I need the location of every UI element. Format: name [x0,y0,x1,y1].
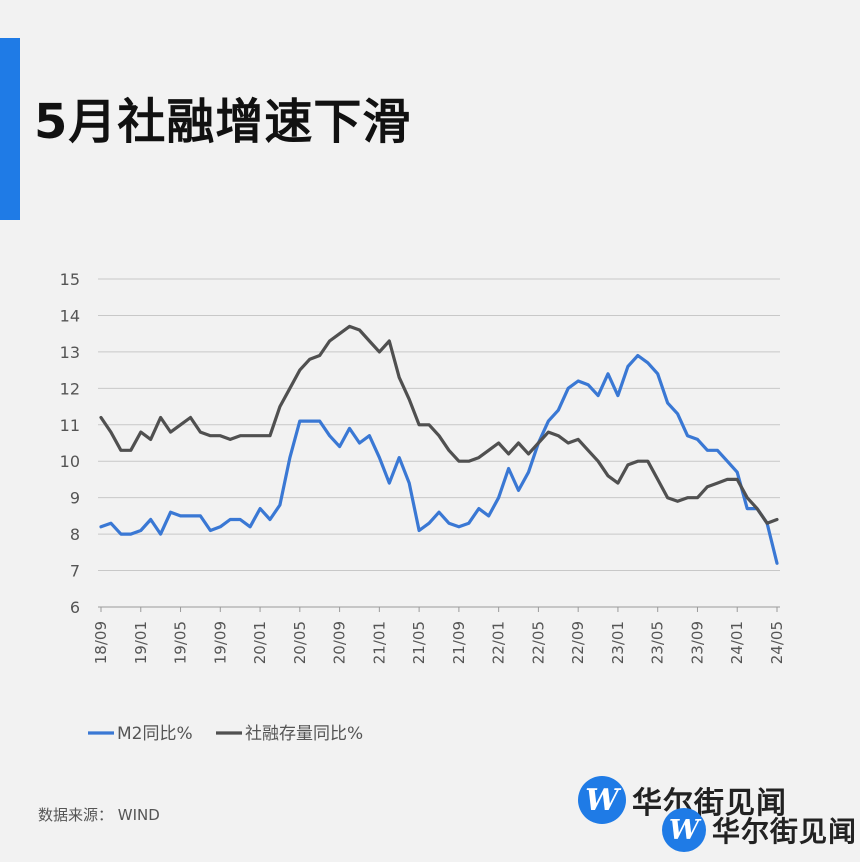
legend-label: 社融存量同比% [245,724,363,744]
y-tick-label: 13 [60,343,80,362]
y-tick-label: 12 [60,379,80,398]
series-line-tsf [99,324,779,525]
x-tick-label: 19/01 [132,621,150,664]
brand-logo-icon: W [578,776,626,824]
data-source-note: 数据来源： WIND [38,806,160,824]
x-tick-label: 20/05 [291,621,309,664]
legend-label: M2同比% [117,724,193,744]
x-tick-label: 22/01 [490,621,508,664]
x-tick-label: 21/05 [410,621,428,664]
x-tick-label: 19/05 [172,621,190,664]
x-tick-label: 22/09 [569,621,587,664]
x-tick-label: 20/09 [331,621,349,664]
x-tick-label: 21/09 [450,621,468,664]
y-tick-label: 6 [70,598,80,617]
series-lines [99,324,779,565]
brand-watermark: W 华尔街见闻 [662,808,857,852]
brand-logo: W 华尔街见闻 [578,776,787,824]
x-tick-label: 23/09 [688,621,706,664]
series-line-m2 [99,353,779,565]
x-tick-label: 19/09 [211,621,229,664]
y-tick-label: 7 [70,562,80,581]
y-axis-ticks: 6 7 8 9 10 11 12 13 14 15 [60,270,80,617]
x-tick-label: 21/01 [370,621,388,664]
x-axis-ticks: 18/09 19/01 19/05 19/09 20/01 20/05 20/09 21/01… [92,607,786,664]
x-tick-label: 24/05 [768,621,786,664]
x-tick-label: 18/09 [92,621,110,664]
legend: M2同比% 社融存量同比% [88,724,363,744]
brand-watermark-text: 华尔街见闻 [712,815,858,848]
brand-logo-text: 华尔街见闻 [632,786,787,821]
x-tick-label: 22/05 [529,621,547,664]
y-tick-label: 10 [60,452,80,471]
gridlines [98,278,780,608]
brand-watermark-icon: W [662,808,706,852]
x-tick-label: 23/05 [649,621,667,664]
title-accent-bar [0,38,20,220]
y-tick-label: 15 [60,270,80,289]
x-tick-label: 23/01 [609,621,627,664]
y-tick-label: 14 [60,306,80,325]
y-tick-label: 8 [70,525,80,544]
chart-title: 5月社融增速下滑 [34,94,412,150]
y-tick-label: 11 [60,416,80,435]
x-tick-label: 20/01 [251,621,269,664]
y-tick-label: 9 [70,489,80,508]
line-chart: 6 7 8 9 10 11 12 13 14 15 18/09 19/01 19/05 19/09 20/… [60,270,786,744]
x-tick-label: 24/01 [728,621,746,664]
